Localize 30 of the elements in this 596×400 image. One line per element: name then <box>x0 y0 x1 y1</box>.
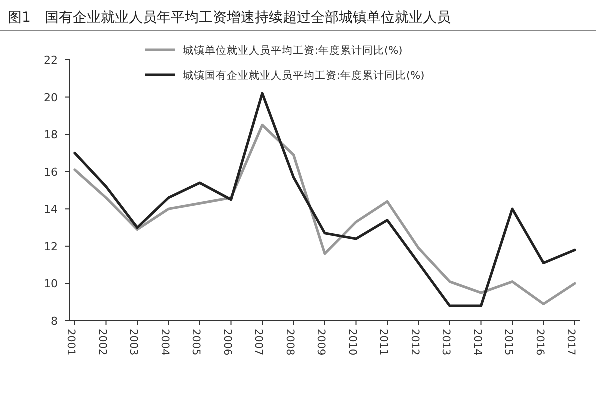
y-tick-label: 14 <box>44 203 58 216</box>
x-tick-label: 2009 <box>315 329 328 356</box>
chart-title: 图1 国有企业就业人员年平均工资增速持续超过全部城镇单位就业人员 <box>8 10 451 26</box>
y-tick-label: 12 <box>44 240 58 254</box>
y-tick-label: 22 <box>44 54 58 67</box>
x-tick-label: 2006 <box>221 329 234 356</box>
y-tick-label: 20 <box>44 91 58 104</box>
x-tick-label: 2004 <box>158 329 171 356</box>
y-tick-label: 18 <box>44 128 58 142</box>
x-tick-label: 2017 <box>565 329 578 356</box>
x-tick-label: 2002 <box>96 329 108 356</box>
x-tick-label: 2012 <box>408 329 421 356</box>
y-tick-label: 10 <box>44 278 58 291</box>
x-tick-label: 2003 <box>128 329 140 356</box>
x-tick-label: 2010 <box>346 329 358 356</box>
x-tick-label: 2001 <box>65 329 78 356</box>
x-tick-label: 2013 <box>440 329 452 356</box>
x-tick-label: 2011 <box>378 329 390 356</box>
x-tick-label: 2016 <box>534 329 546 356</box>
legend-label: 城镇单位就业人员平均工资:年度累计同比(%) <box>182 44 403 57</box>
legend-label: 城镇国有企业就业人员平均工资:年度累计同比(%) <box>182 69 425 82</box>
x-tick-label: 2015 <box>502 329 515 356</box>
x-tick-label: 2005 <box>190 329 202 356</box>
y-tick-label: 8 <box>51 315 58 328</box>
x-tick-label: 2007 <box>252 329 265 356</box>
line-series <box>74 92 576 308</box>
x-tick-label: 2014 <box>471 329 484 356</box>
x-tick-label: 2008 <box>284 329 296 356</box>
line-series <box>74 124 576 306</box>
y-tick-label: 16 <box>44 166 58 179</box>
